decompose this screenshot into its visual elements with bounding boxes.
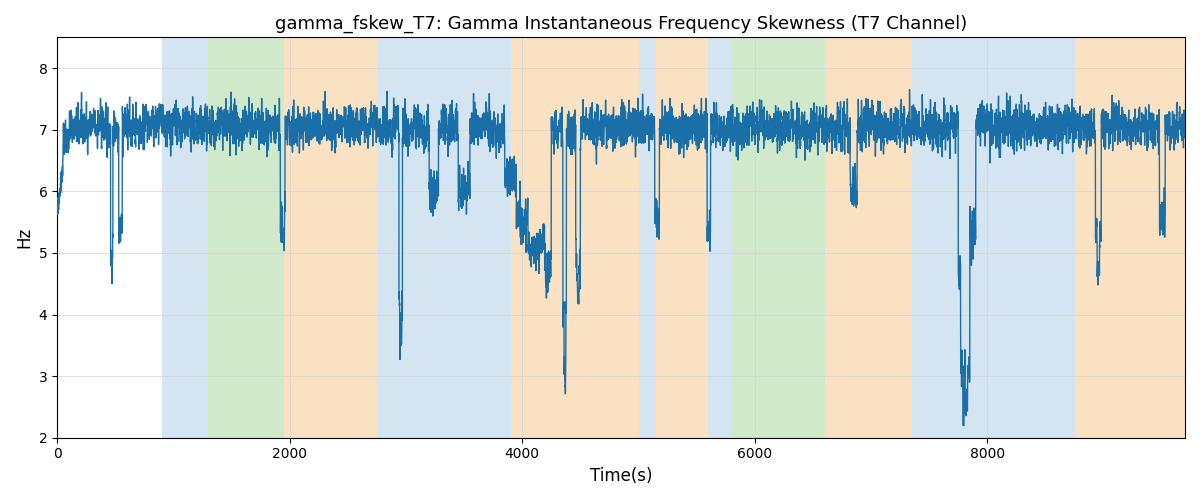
Title: gamma_fskew_T7: Gamma Instantaneous Frequency Skewness (T7 Channel): gamma_fskew_T7: Gamma Instantaneous Freq… <box>275 15 967 34</box>
Y-axis label: Hz: Hz <box>16 227 34 248</box>
Bar <box>162 38 209 438</box>
Bar <box>708 38 732 438</box>
Bar <box>1051 38 1074 438</box>
Bar <box>209 38 284 438</box>
Bar <box>824 38 912 438</box>
Bar <box>732 38 755 438</box>
Bar <box>284 38 377 438</box>
Bar <box>935 38 1051 438</box>
Bar <box>755 38 824 438</box>
Bar <box>656 38 708 438</box>
X-axis label: Time(s): Time(s) <box>590 467 653 485</box>
Bar <box>511 38 638 438</box>
Bar <box>406 38 487 438</box>
Bar <box>638 38 656 438</box>
Bar <box>912 38 935 438</box>
Bar <box>1074 38 1186 438</box>
Bar <box>377 38 406 438</box>
Bar <box>487 38 511 438</box>
